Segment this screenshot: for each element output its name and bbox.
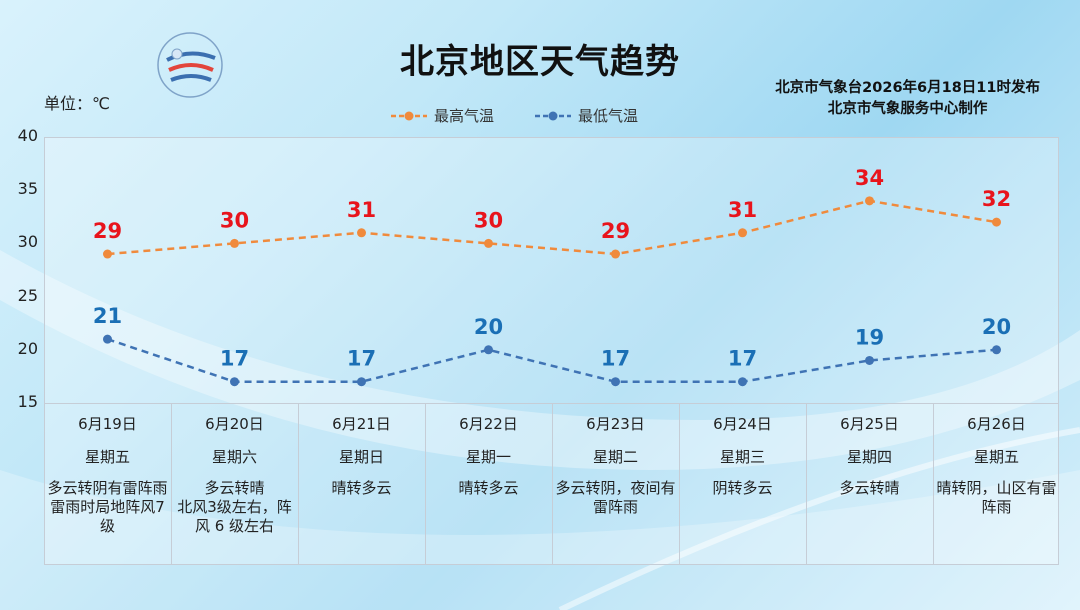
legend-high: 最高气温 <box>390 105 494 126</box>
day-column: 6月19日星期五多云转阴有雷阵雨 雷雨时局地阵风7 级 <box>44 403 171 565</box>
data-point-low <box>738 377 747 387</box>
data-point-high <box>865 196 874 206</box>
data-label-high: 32 <box>982 187 1011 211</box>
day-weather: 晴转多云 <box>331 479 392 497</box>
day-date: 6月25日 <box>840 415 899 433</box>
data-point-high <box>611 249 620 259</box>
data-point-high <box>230 238 239 248</box>
data-point-low <box>611 377 620 387</box>
y-tick-label: 20 <box>17 338 38 358</box>
column-divider <box>679 403 680 565</box>
day-weekday: 星期六 <box>211 448 257 466</box>
y-tick-label: 40 <box>17 126 38 145</box>
data-point-low <box>357 377 366 387</box>
day-column: 6月22日星期一晴转多云 <box>425 403 552 565</box>
day-weekday: 星期五 <box>84 448 130 466</box>
chart-frame <box>44 137 1059 565</box>
y-tick-label: 30 <box>17 232 38 252</box>
issuer-info: 北京市气象台2026年6月18日11时发布 北京市气象服务中心制作 <box>775 78 1040 120</box>
y-tick-label: 15 <box>17 392 38 411</box>
day-weather: 晴转阴，山区有雷阵雨 <box>936 479 1057 516</box>
data-label-low: 19 <box>855 325 884 349</box>
issuer-line-1: 北京市气象台2026年6月18日11时发布 <box>775 80 1040 96</box>
day-weather: 多云转晴 <box>839 479 900 497</box>
column-divider <box>806 403 807 565</box>
day-weekday: 星期三 <box>719 448 765 466</box>
data-label-low: 17 <box>220 347 249 371</box>
data-label-high: 30 <box>220 208 249 232</box>
data-point-high <box>738 228 747 238</box>
y-tick-label: 35 <box>17 179 38 199</box>
day-weather: 多云转阴，夜间有雷阵雨 <box>555 479 676 516</box>
day-weather: 多云转阴有雷阵雨 雷雨时局地阵风7 级 <box>47 479 168 535</box>
day-weekday: 星期四 <box>846 448 892 466</box>
data-label-high: 31 <box>728 198 757 222</box>
day-date: 6月22日 <box>459 415 518 433</box>
table-divider-line <box>44 403 1059 404</box>
legend-low-label: 最低气温 <box>578 107 639 125</box>
data-point-low <box>992 345 1001 355</box>
data-label-low: 17 <box>347 347 376 371</box>
day-date: 6月23日 <box>586 415 645 433</box>
day-column: 6月20日星期六多云转晴 北风3级左右，阵风 6 级左右 <box>171 403 298 565</box>
data-label-high: 29 <box>601 219 630 243</box>
series-line-low <box>107 337 997 383</box>
day-date: 6月21日 <box>332 415 391 433</box>
day-weekday: 星期日 <box>338 448 384 466</box>
day-date: 6月20日 <box>205 415 264 433</box>
series-line-high <box>107 199 997 256</box>
data-label-low: 20 <box>474 315 503 339</box>
data-point-low <box>103 334 112 344</box>
data-label-low: 17 <box>728 347 757 371</box>
day-column: 6月26日星期五晴转阴，山区有雷阵雨 <box>933 403 1060 565</box>
data-label-high: 34 <box>855 166 884 190</box>
day-date: 6月26日 <box>967 415 1026 433</box>
data-point-high <box>992 217 1001 227</box>
legend-low-marker <box>535 111 572 120</box>
data-label-high: 29 <box>93 219 122 243</box>
data-label-low: 21 <box>93 304 122 328</box>
data-point-high <box>103 249 112 259</box>
day-column: 6月21日星期日晴转多云 <box>298 403 425 565</box>
page-title: 北京地区天气趋势 <box>400 42 680 82</box>
data-label-low: 17 <box>601 347 630 371</box>
column-divider <box>933 403 934 565</box>
issuer-line-2: 北京市气象服务中心制作 <box>827 101 988 117</box>
legend-high-label: 最高气温 <box>434 107 495 125</box>
day-weekday: 星期五 <box>973 448 1019 466</box>
day-weather: 多云转晴 北风3级左右，阵风 6 级左右 <box>177 479 292 535</box>
data-point-high <box>484 238 493 248</box>
y-tick-label: 25 <box>17 285 38 305</box>
column-divider <box>298 403 299 565</box>
data-point-low <box>484 345 493 355</box>
day-column: 6月24日星期三阴转多云 <box>679 403 806 565</box>
data-point-low <box>230 377 239 387</box>
day-date: 6月19日 <box>78 415 137 433</box>
chart-legend: 最高气温 最低气温 <box>390 105 638 126</box>
legend-low: 最低气温 <box>534 105 638 126</box>
data-label-high: 31 <box>347 198 376 222</box>
day-column: 6月23日星期二多云转阴，夜间有雷阵雨 <box>552 403 679 565</box>
unit-label: 单位：℃ <box>44 94 110 113</box>
data-label-low: 20 <box>982 315 1011 339</box>
legend-high-marker <box>391 111 427 120</box>
day-weather: 晴转多云 <box>458 479 519 497</box>
column-divider <box>425 403 426 565</box>
meteorological-service-logo <box>157 32 223 98</box>
data-point-high <box>357 228 366 238</box>
day-column: 6月25日星期四多云转晴 <box>806 403 933 565</box>
data-label-high: 30 <box>474 208 503 232</box>
day-weekday: 星期二 <box>592 448 638 466</box>
column-divider <box>552 403 553 565</box>
day-date: 6月24日 <box>713 415 772 433</box>
column-divider <box>171 403 172 565</box>
data-point-low <box>865 355 874 365</box>
day-weather: 阴转多云 <box>712 479 773 497</box>
day-weekday: 星期一 <box>465 448 511 466</box>
